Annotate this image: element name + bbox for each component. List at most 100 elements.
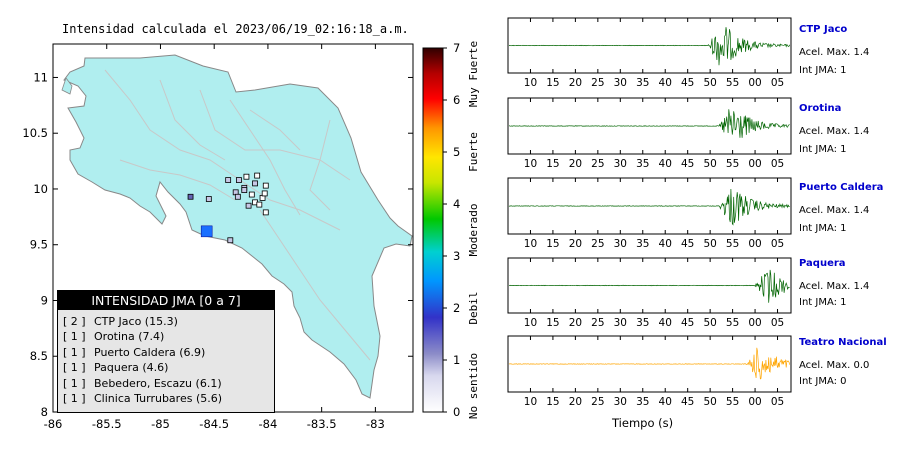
legend-item: [ 1 ] Paquera (4.6) (63, 361, 169, 375)
station-marker (252, 180, 258, 187)
waveform-panel: 10 15 20 25 30 35 40 45 50 55 00 05 (507, 335, 792, 408)
legend-item: [ 1 ] Clinica Turrubares (5.6) (63, 392, 223, 406)
waveform-tick-label: 50 (703, 158, 716, 170)
station-marker (248, 191, 255, 198)
station-marker (225, 177, 232, 183)
map-x-tick-label: -84.5 (199, 417, 229, 431)
station-marker (262, 182, 269, 189)
waveform-tick-label: 40 (659, 396, 672, 408)
legend-item: [ 1 ] Puerto Caldera (6.9) (63, 345, 206, 359)
colorbar-tick-label: 2 (453, 301, 460, 315)
waveform-tick-label: 20 (569, 396, 582, 408)
waveform-tick-label: 15 (546, 77, 559, 89)
waveform-tick-label: 50 (703, 238, 716, 250)
waveform-tick-label: 30 (614, 317, 627, 329)
station-name-4: Teatro Nacional (799, 337, 887, 348)
waveform-tick-label: 50 (703, 77, 716, 89)
legend-item: [ 2 ] CTP Jaco (15.3) (63, 315, 178, 328)
station-accel-3: Acel. Max. 1.4 (799, 281, 870, 292)
waveform-tick-label: 40 (659, 238, 672, 250)
waveform-trace (508, 347, 791, 380)
waveform-trace (508, 188, 790, 226)
waveform-tick-label: 10 (524, 238, 537, 250)
map-y-tick-label: 11 (33, 70, 48, 84)
map-title: Intensidad calculada el 2023/06/19_02:16… (62, 22, 409, 36)
waveform-tick-label: 15 (546, 396, 559, 408)
colorbar-ticks: 0 1 2 3 4 5 6 7 (443, 41, 460, 419)
station-marker (262, 209, 269, 216)
waveform-tick-label: 25 (591, 158, 604, 170)
station-name-2: Puerto Caldera (799, 182, 884, 193)
waveform-tick-label: 50 (703, 317, 716, 329)
waveform-tick-label: 35 (636, 158, 649, 170)
waveform-tick-label: 05 (771, 238, 784, 250)
waveform-panel: 10 15 20 25 30 35 40 45 50 55 00 05 (507, 177, 792, 250)
station-int-2: Int JMA: 1 (799, 223, 847, 234)
waveform-tick-label: 45 (681, 396, 694, 408)
station-name-3: Paquera (799, 258, 846, 269)
waveform-tick-label: 00 (748, 238, 761, 250)
map-x-tick-label: -83 (366, 417, 385, 431)
station-accel-1: Acel. Max. 1.4 (799, 126, 870, 137)
station-marker (187, 193, 194, 200)
station-int-0: Int JMA: 1 (799, 65, 847, 76)
waveform-tick-label: 25 (591, 396, 604, 408)
waveform-tick-label: 40 (659, 77, 672, 89)
waveform-tick-label: 25 (591, 317, 604, 329)
waveform-x-label: Tiempo (s) (612, 416, 674, 430)
intensity-legend: INTENSIDAD JMA [0 a 7] [ 2 ] CTP Jaco (15… (57, 290, 275, 413)
colorbar-labels: No sentido Debil Moderado Fuerte Muy Fuerte (467, 41, 480, 419)
map-y-tick-label: 8.5 (30, 349, 48, 363)
waveform-panel: 10 15 20 25 30 35 40 45 50 55 00 05 (507, 17, 792, 89)
station-marker (261, 190, 268, 197)
waveform-tick-label: 55 (726, 317, 739, 329)
waveform-tick-label: 30 (614, 238, 627, 250)
map-x-tick-label: -85.5 (92, 417, 122, 431)
waveform-tick-label: 40 (659, 158, 672, 170)
waveform-tick-label: 35 (636, 317, 649, 329)
waveform-tick-label: 30 (614, 158, 627, 170)
station-marker (234, 193, 241, 200)
station-marker (243, 173, 250, 180)
waveform-tick-label: 55 (726, 158, 739, 170)
waveform-tick-label: 25 (591, 77, 604, 89)
map-y-tick-label: 8 (41, 405, 48, 419)
waveform-tick-label: 10 (524, 77, 537, 89)
waveform-tick-label: 45 (681, 238, 694, 250)
map-y-tick-label: 10 (33, 182, 48, 196)
waveform-panel: 10 15 20 25 30 35 40 45 50 55 00 05 (507, 97, 792, 170)
waveform-tick-label: 35 (636, 77, 649, 89)
waveform-tick-label: 10 (524, 317, 537, 329)
waveform-tick-label: 45 (681, 158, 694, 170)
waveform-tick-label: 05 (771, 158, 784, 170)
legend-title: INTENSIDAD JMA [0 a 7] (58, 291, 274, 310)
waveform-tick-label: 40 (659, 317, 672, 329)
map-y-axis: 11 10.5 10 9.5 9 8.5 8 (22, 70, 413, 419)
waveform-tick-label: 30 (614, 77, 627, 89)
colorbar-tick-label: 4 (453, 197, 460, 211)
station-markers (187, 172, 269, 244)
station-marker (241, 187, 248, 193)
waveform-tick-label: 20 (569, 317, 582, 329)
waveform-tick-label: 00 (748, 396, 761, 408)
waveform-tick-label: 50 (703, 396, 716, 408)
map-x-tick-label: -85 (151, 417, 170, 431)
station-name-1: Orotina (799, 103, 842, 114)
waveform-tick-label: 00 (748, 158, 761, 170)
colorbar-label: Fuerte (467, 132, 480, 172)
station-accel-4: Acel. Max. 0.0 (799, 360, 870, 371)
waveform-tick-label: 00 (748, 77, 761, 89)
station-accel-0: Acel. Max. 1.4 (799, 47, 870, 58)
waveform-tick-label: 55 (726, 396, 739, 408)
waveform-tick-label: 55 (726, 238, 739, 250)
waveform-panels: 10 15 20 25 30 35 40 45 50 55 00 05 10 15 20 25 30 35 40 45… (507, 17, 792, 408)
colorbar-tick-label: 1 (453, 353, 460, 367)
map-y-tick-label: 10.5 (22, 126, 48, 140)
waveform-tick-label: 35 (636, 396, 649, 408)
map-x-tick-label: -83.5 (307, 417, 337, 431)
colorbar (422, 47, 444, 413)
map-y-tick-label: 9.5 (30, 238, 48, 252)
colorbar-tick-label: 3 (453, 249, 460, 263)
waveform-trace (509, 269, 790, 303)
